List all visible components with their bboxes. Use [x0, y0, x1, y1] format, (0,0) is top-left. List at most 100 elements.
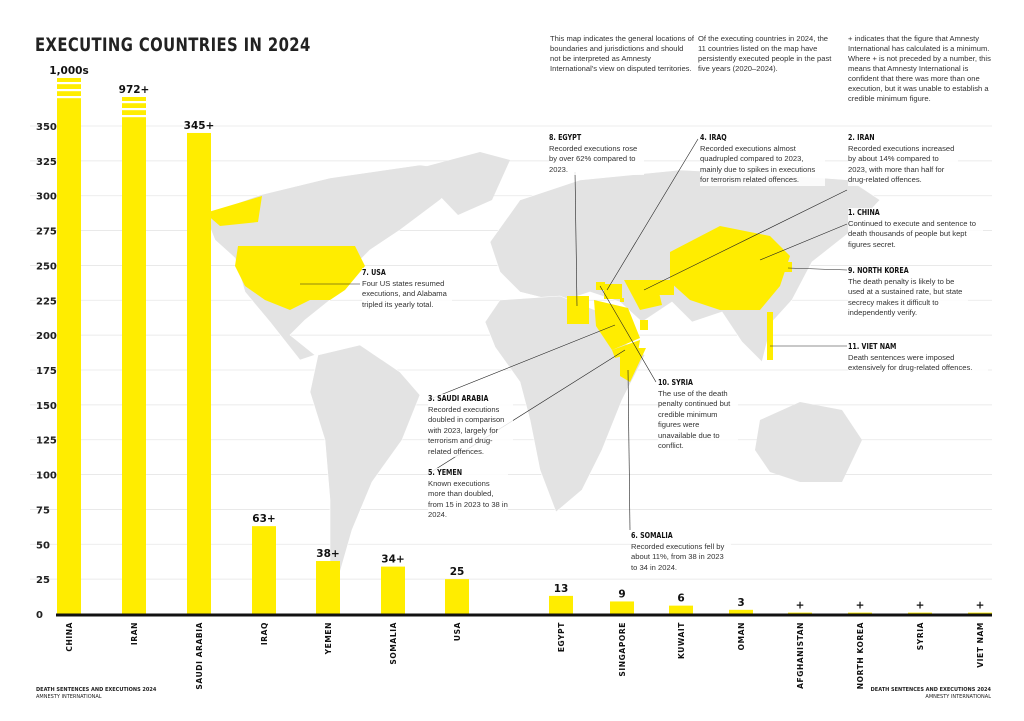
annotation-text: The death penalty is likely to be used a…: [848, 276, 963, 318]
category-label: CHINA: [65, 622, 74, 652]
annotation-saudi-arabia: 3. SAUDI ARABIA Recorded executions doubl…: [428, 394, 513, 457]
footer-right: DEATH SENTENCES AND EXECUTIONS 2024 AMNE…: [871, 687, 991, 701]
bar-usa: [445, 579, 469, 614]
map-saudi-arabia: [594, 300, 640, 350]
bar-oman: [729, 609, 753, 614]
y-tick-label: 250: [36, 261, 57, 272]
annotation-viet-nam: 11. VIET NAM Death sentences were imposed…: [848, 342, 988, 374]
annotation-heading: 10. SYRIA: [658, 378, 693, 387]
map-afghanistan: [656, 280, 674, 295]
annotation-heading: 4. IRAQ: [700, 133, 727, 142]
bar-somalia: [381, 566, 405, 614]
map-south-america: [309, 344, 421, 573]
annotation-text: Recorded executions almost quadrupled co…: [700, 143, 816, 185]
value-label: 38+: [316, 548, 339, 560]
map-china: [670, 226, 790, 310]
map-oman: [640, 320, 648, 330]
y-tick-label: 150: [36, 401, 57, 412]
bar-iran: [122, 97, 146, 614]
annotation-text: Death sentences were imposed extensively…: [848, 352, 973, 373]
bar-yemen: [316, 561, 340, 614]
value-label: 34+: [381, 554, 404, 566]
page-title: EXECUTING COUNTRIES IN 2024: [35, 34, 311, 56]
value-label: 13: [554, 583, 569, 595]
annotation-iraq: 4. IRAQ Recorded executions almost quadru…: [700, 133, 825, 186]
category-label: SINGAPORE: [618, 622, 627, 677]
value-label: 345+: [184, 120, 215, 132]
y-tick-label: 175: [36, 366, 57, 377]
map-greenland: [420, 152, 510, 215]
y-tick-label: 300: [36, 192, 57, 203]
annotation-egypt: 8. EGYPT Recorded executions rose by over…: [549, 133, 644, 175]
value-label: +: [856, 600, 865, 612]
annotation-heading: 2. IRAN: [848, 133, 875, 142]
annotation-iran: 2. IRAN Recorded executions increased by …: [848, 133, 958, 186]
bar-north-korea: [848, 612, 872, 614]
annotation-text: Recorded executions doubled in compariso…: [428, 404, 505, 456]
annotation-north-korea: 9. NORTH KOREA The death penalty is likel…: [848, 266, 968, 319]
bar-saudi-arabia: [187, 132, 211, 614]
value-label: 63+: [252, 513, 275, 525]
bar-afghanistan: [788, 612, 812, 614]
bar-viet-nam: [968, 612, 992, 614]
y-tick-label: 275: [36, 227, 57, 238]
map-usa: [235, 246, 365, 310]
y-tick-label: 100: [36, 471, 57, 482]
axis-break-mark: [122, 115, 146, 118]
category-label: USA: [453, 622, 462, 641]
annotation-heading: 3. SAUDI ARABIA: [428, 394, 489, 403]
map-north-korea: [784, 262, 792, 272]
footer-report-title: DEATH SENTENCES AND EXECUTIONS 2024: [870, 687, 991, 693]
value-label: +: [916, 600, 925, 612]
annotation-usa: 7. USA Four US states resumed executions,…: [362, 268, 452, 310]
annotation-heading: 5. YEMEN: [428, 468, 463, 477]
value-label: 3: [737, 597, 744, 609]
category-label: NORTH KOREA: [856, 622, 865, 689]
category-label: VIET NAM: [976, 622, 985, 668]
bar-china: [57, 78, 81, 614]
axis-break-mark: [57, 96, 81, 99]
annotation-heading: 6. SOMALIA: [631, 531, 673, 540]
bar-iraq: [252, 526, 276, 614]
category-label: KUWAIT: [677, 622, 686, 659]
map-iran: [624, 280, 662, 310]
annotation-heading: 7. USA: [362, 268, 386, 277]
y-tick-label: 200: [36, 331, 57, 342]
category-label: OMAN: [737, 622, 746, 650]
footer-org: AMNESTY INTERNATIONAL: [36, 694, 102, 700]
category-label: YEMEN: [324, 622, 333, 655]
map-syria: [596, 282, 605, 290]
category-label: SAUDI ARABIA: [195, 622, 204, 690]
axis-break-mark: [57, 82, 81, 85]
y-tick-label: 125: [36, 436, 57, 447]
map-alaska: [205, 196, 262, 226]
y-tick-label: 75: [36, 505, 50, 516]
value-label: +: [976, 600, 985, 612]
bar-singapore: [610, 601, 634, 614]
y-tick-label: 225: [36, 296, 57, 307]
category-label: AFGHANISTAN: [796, 622, 805, 689]
annotation-text: Four US states resumed executions, and A…: [362, 278, 447, 309]
footer-report-title: DEATH SENTENCES AND EXECUTIONS 2024: [36, 687, 157, 693]
annotation-text: Continued to execute and sentence to dea…: [848, 218, 976, 249]
bar-egypt: [549, 595, 573, 614]
annotation-heading: 1. CHINA: [848, 208, 880, 217]
category-label: SYRIA: [916, 622, 925, 650]
map-viet-nam: [767, 312, 773, 360]
value-label: +: [796, 600, 805, 612]
annotation-text: The use of the death penalty continued b…: [658, 388, 731, 451]
annotation-yemen: 5. YEMEN Known executions more than doubl…: [428, 468, 508, 521]
annotation-text: Recorded executions increased by about 1…: [848, 143, 955, 185]
y-tick-label: 325: [36, 157, 57, 168]
annotation-somalia: 6. SOMALIA Recorded executions fell by ab…: [631, 531, 731, 573]
category-label: EGYPT: [557, 622, 566, 652]
y-tick-label: 0: [36, 610, 43, 621]
annotation-text: Known executions more than doubled, from…: [428, 478, 508, 520]
map-disclaimer-note: This map indicates the general locations…: [550, 34, 694, 73]
annotation-china: 1. CHINA Continued to execute and sentenc…: [848, 208, 983, 250]
axis-break-mark: [57, 89, 81, 92]
axis-break-mark: [122, 108, 146, 111]
bar-syria: [908, 612, 932, 614]
category-label: IRAQ: [260, 622, 269, 645]
